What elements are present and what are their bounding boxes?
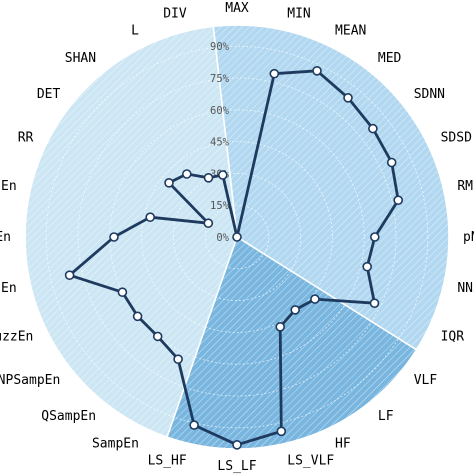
category-label: FuzzEn [0, 329, 33, 344]
category-label: VLF [414, 373, 438, 388]
data-point-MAX [232, 232, 242, 242]
category-label: NN5 [457, 281, 474, 296]
category-label: DET [37, 87, 61, 102]
r-tick-label: 0% [216, 232, 229, 244]
data-point-MED [343, 93, 353, 103]
data-point-DIV [218, 170, 228, 180]
category-label: LF [378, 409, 394, 424]
grid-ring [172, 172, 301, 301]
data-point-pNN50 [369, 232, 380, 242]
category-label: IQR [441, 329, 465, 344]
r-tick-label: 90% [210, 41, 230, 53]
data-point-RR [203, 218, 214, 228]
category-label: MEAN [335, 24, 366, 39]
data-point-DistEn [64, 270, 75, 281]
grid-ring [141, 141, 333, 333]
data-point-LF [290, 305, 301, 315]
data-point-IQR [369, 298, 380, 309]
category-label: DIV [163, 7, 187, 22]
r-tick-label: 15% [210, 200, 230, 212]
r-tick-label: 45% [210, 137, 230, 149]
category-label: MED [378, 51, 402, 66]
data-point-LS_LF [232, 439, 242, 450]
data-point-MEAN [312, 66, 322, 76]
data-point-L [203, 173, 214, 183]
category-label: LS_LF [217, 459, 256, 474]
data-point-DET [164, 178, 174, 188]
category-label: SDSD [441, 131, 472, 146]
category-label: MIN [287, 7, 310, 22]
data-point-QSampEn [152, 331, 163, 342]
data-point-SampEn [173, 354, 183, 365]
sector-hatch-time-domain [213, 25, 449, 350]
category-label: SampEn [92, 436, 139, 451]
category-label: ApEn [0, 230, 11, 245]
data-point-SDNN [368, 123, 378, 134]
r-tick-label: 60% [210, 105, 230, 117]
data-point-MIN [269, 68, 280, 79]
grid-ring [109, 109, 365, 365]
category-label: SHAN [65, 51, 96, 66]
category-label: LS_HF [148, 453, 187, 468]
category-label: FastEn [0, 179, 17, 194]
category-label: HF [335, 436, 351, 451]
data-point-NNPSampEn [132, 311, 143, 322]
category-label: pNN [463, 230, 474, 245]
sector-hatch-nonlinear [25, 26, 237, 438]
category-label: LS_VLF [287, 453, 334, 468]
data-point-RMSSD [393, 195, 404, 205]
r-tick-label: 75% [210, 73, 230, 85]
category-label: RMSSD [457, 179, 474, 194]
data-point-LS_VLF [276, 426, 287, 437]
category-label: NNPSampEn [0, 373, 60, 388]
data-point-NN50 [362, 261, 373, 272]
data-point-LS_HF [189, 420, 199, 430]
category-label: SDNN [414, 87, 445, 102]
data-point-HF [275, 321, 286, 332]
data-point-ApEn [109, 232, 119, 242]
data-point-FuzzEn [117, 287, 128, 298]
category-label: MAX [225, 1, 249, 16]
data-point-VLF [310, 294, 320, 304]
grid-ring [204, 204, 270, 270]
category-label: RR [18, 131, 34, 146]
grid-ring [77, 77, 397, 397]
data-point-SDSD [386, 157, 397, 168]
grid-ring [45, 45, 429, 429]
category-label: QSampEn [41, 409, 96, 424]
category-label: L [131, 24, 139, 39]
category-label: FuzzEn [0, 281, 17, 296]
data-point-SHAN [182, 169, 192, 179]
data-point-FastEn [145, 212, 155, 222]
